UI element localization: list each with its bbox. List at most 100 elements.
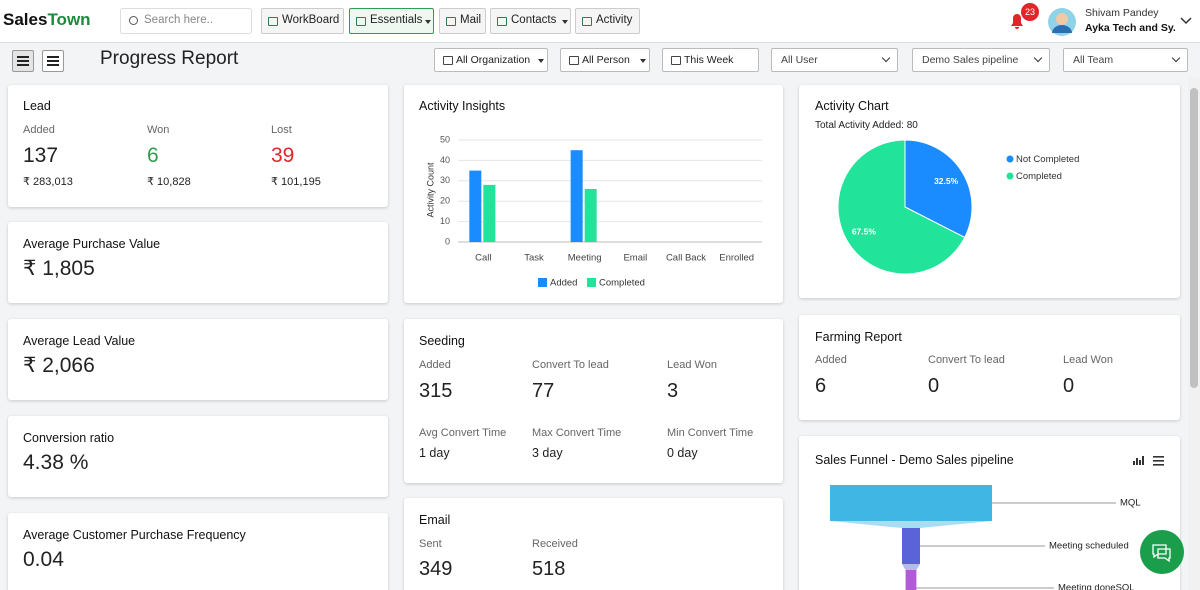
card-title: Conversion ratio: [23, 430, 115, 445]
brand: SalesTown: [3, 9, 91, 31]
stat-value: 0: [928, 375, 940, 397]
nav-label: Contacts: [511, 14, 557, 27]
card-title: Lead: [23, 98, 51, 113]
toggle-bar: [17, 56, 29, 58]
metric-card: [8, 416, 388, 497]
stat-label: Convert To lead: [532, 359, 609, 372]
filter-icon: [443, 56, 453, 65]
metric-value: 4.38 %: [23, 451, 89, 475]
stat-value: 6: [815, 375, 827, 397]
stat-label: Added: [23, 124, 55, 137]
brand-sales: Sales: [3, 10, 48, 29]
chevron: [1171, 53, 1181, 63]
select-label: All Team: [1073, 54, 1114, 67]
user-name: Shivam Pandey: [1085, 6, 1159, 19]
metric-card: [8, 222, 388, 303]
stat-value: 3 day: [532, 445, 563, 460]
stat-value: 137: [23, 144, 59, 168]
card-title: Seeding: [419, 333, 465, 348]
toggle-bar: [47, 60, 59, 62]
stat-value: 518: [532, 558, 566, 580]
filter-label: All Organization: [456, 54, 531, 67]
stat-value: 3: [667, 380, 679, 402]
stat-label: Added: [419, 359, 451, 372]
metric-value: ₹ 2,066: [23, 354, 95, 378]
seeding-card: [404, 319, 783, 483]
nav-button[interactable]: WorkBoard: [261, 8, 344, 34]
stat-value: 77: [532, 380, 555, 402]
scrollbar-thumb: [1190, 88, 1198, 388]
nav-button[interactable]: Activity: [575, 8, 640, 34]
card-title: Email: [419, 512, 451, 527]
card-title: Sales Funnel - Demo Sales pipeline: [815, 452, 1014, 467]
nav-button[interactable]: Mail: [439, 8, 486, 34]
nav-button[interactable]: Essentials: [349, 8, 434, 34]
email-card: [404, 498, 783, 590]
filter-button[interactable]: All Person: [560, 48, 650, 72]
stat-value: 39: [271, 144, 295, 168]
activity-insights-card: [404, 85, 783, 303]
filter-label: This Week: [684, 54, 734, 67]
stat-label: Sent: [419, 538, 442, 551]
select-label: All User: [781, 54, 818, 67]
chevron: [881, 53, 891, 63]
nav-label: Activity: [596, 14, 633, 27]
stat-label: Lost: [271, 124, 292, 137]
activity-chart-card: [799, 85, 1180, 298]
caret: [562, 20, 568, 24]
stat-value: 349: [419, 558, 453, 580]
view-toggle[interactable]: [42, 50, 64, 72]
stat-label: Avg Convert Time: [419, 427, 507, 440]
stat-label: Max Convert Time: [532, 427, 622, 440]
nav-icon: [497, 17, 507, 26]
caret: [425, 20, 431, 24]
filter-icon: [569, 56, 579, 65]
card-title: Average Customer Purchase Frequency: [23, 527, 246, 542]
stat-label: Added: [815, 354, 847, 367]
nav-icon: [356, 17, 366, 26]
search-box[interactable]: Search here..: [120, 8, 252, 34]
stat-label: Lead Won: [1063, 354, 1113, 367]
filter-button[interactable]: All Organization: [434, 48, 548, 72]
page-title: Progress Report: [100, 47, 239, 69]
stat-amount: ₹ 283,013: [23, 176, 73, 189]
stat-amount: ₹ 10,828: [147, 176, 191, 189]
filter-icon: [671, 56, 681, 65]
nav-label: WorkBoard: [282, 14, 340, 27]
metric-value: ₹ 1,805: [23, 257, 95, 281]
card-title: Average Purchase Value: [23, 236, 161, 251]
caret: [640, 59, 646, 63]
nav-button[interactable]: Contacts: [490, 8, 571, 34]
nav-icon: [268, 17, 278, 26]
brand-town: Town: [47, 10, 91, 29]
card-title: Farming Report: [815, 329, 902, 344]
nav-icon: [582, 17, 592, 26]
nav-label: Mail: [460, 14, 482, 27]
chevron: [1033, 53, 1043, 63]
toggle-bar: [17, 64, 29, 66]
stat-value: 0 day: [667, 445, 698, 460]
select[interactable]: Demo Sales pipeline: [912, 48, 1050, 72]
card-title: Activity Chart: [815, 98, 889, 113]
stat-label: Won: [147, 124, 170, 137]
stat-value: 6: [147, 144, 159, 168]
metric-card: [8, 319, 388, 400]
select[interactable]: All User: [771, 48, 898, 72]
stat-label: Received: [532, 538, 578, 551]
nav-label: Essentials: [370, 14, 423, 27]
toggle-bar: [47, 64, 59, 66]
view-toggle[interactable]: [12, 50, 34, 72]
toggle-bar: [17, 60, 29, 62]
filter-button[interactable]: This Week: [662, 48, 759, 72]
metric-value: 0.04: [23, 548, 64, 572]
stat-value: 0: [1063, 375, 1075, 397]
stat-amount: ₹ 101,195: [271, 176, 321, 189]
select-label: Demo Sales pipeline: [922, 54, 1019, 67]
search-placeholder: Search here..: [144, 14, 214, 27]
select[interactable]: All Team: [1063, 48, 1188, 72]
nav-icon: [446, 17, 456, 26]
stat-value: 1 day: [419, 445, 450, 460]
filter-label: All Person: [582, 54, 630, 67]
